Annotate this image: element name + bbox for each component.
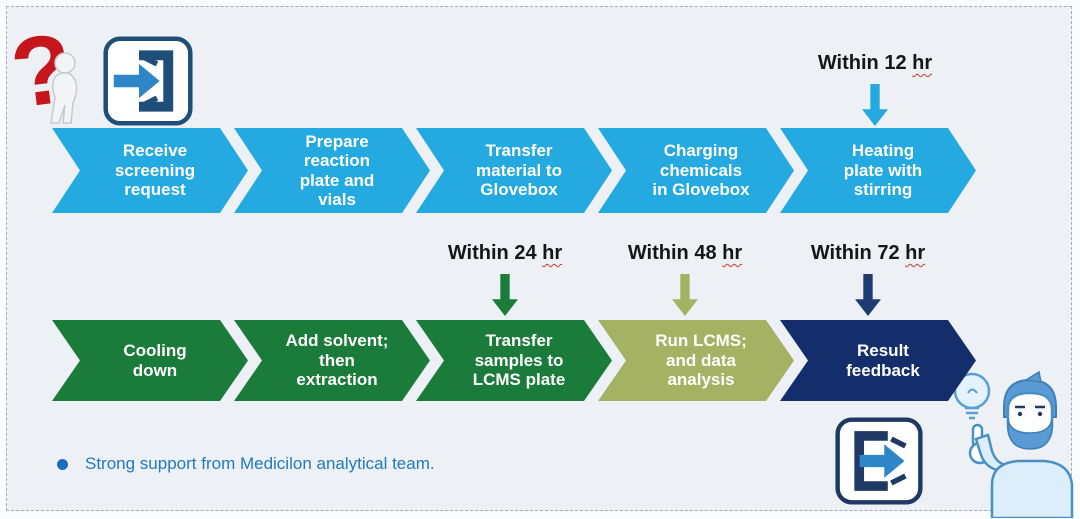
timer-text: Within 12 bbox=[817, 52, 907, 74]
step-label: Transfer samples to LCMS plate bbox=[472, 331, 566, 390]
step-prepare-reaction-plate: Prepare reaction plate and vials bbox=[234, 128, 430, 213]
timer-text: Within 24 bbox=[447, 242, 537, 264]
timer-unit: hr bbox=[905, 242, 926, 264]
step-label: Receive screening request bbox=[114, 141, 196, 200]
step-cooling-down: Cooling down bbox=[52, 320, 248, 401]
step-transfer-samples-lcms: Transfer samples to LCMS plate bbox=[416, 320, 612, 401]
footnote-text: Strong support from Medicilon analytical… bbox=[85, 454, 435, 473]
diagram-dashed-frame: ? Receive screening request Prepare reac… bbox=[6, 6, 1074, 518]
idea-man-illustration bbox=[940, 367, 1080, 518]
bullet-icon bbox=[57, 458, 68, 470]
timer-within-12hr: Within 12 hr bbox=[818, 52, 932, 126]
step-label: Cooling down bbox=[123, 341, 187, 380]
step-label: Run LCMS; and data analysis bbox=[655, 331, 747, 390]
step-receive-screening-request: Receive screening request bbox=[52, 128, 248, 213]
step-label: Add solvent; then extraction bbox=[285, 331, 389, 390]
step-label: Heating plate with stirring bbox=[843, 141, 923, 200]
timer-text: Within 72 bbox=[810, 242, 900, 264]
timer-label: Within 12 hr bbox=[818, 52, 932, 75]
timer-within-72hr: Within 72 hr bbox=[811, 242, 925, 316]
down-arrow-icon bbox=[672, 274, 698, 316]
step-label: Transfer material to Glovebox bbox=[476, 141, 562, 200]
question-figure-icon: ? bbox=[12, 23, 94, 131]
timer-label: Within 24 hr bbox=[448, 242, 562, 265]
timer-unit: hr bbox=[542, 242, 563, 264]
step-label: Result feedback bbox=[846, 341, 920, 380]
step-label: Prepare reaction plate and vials bbox=[299, 131, 375, 209]
timer-within-48hr: Within 48 hr bbox=[628, 242, 742, 316]
exit-door-svg bbox=[835, 417, 923, 505]
down-arrow-icon bbox=[855, 274, 881, 316]
down-arrow-icon bbox=[862, 84, 888, 126]
step-result-feedback: Result feedback bbox=[780, 320, 976, 401]
step-add-solvent-extraction: Add solvent; then extraction bbox=[234, 320, 430, 401]
exit-door-icon bbox=[835, 416, 923, 506]
down-arrow-icon bbox=[492, 274, 518, 316]
step-heating-plate-stirring: Heating plate with stirring bbox=[780, 128, 976, 213]
question-figure-svg: ? bbox=[12, 23, 78, 128]
step-run-lcms-analysis: Run LCMS; and data analysis bbox=[598, 320, 794, 401]
step-label: Charging chemicals in Glovebox bbox=[652, 141, 750, 200]
enter-door-svg bbox=[103, 36, 193, 126]
lightbulb-icon bbox=[953, 372, 991, 420]
idea-man-svg bbox=[953, 370, 1074, 518]
step-transfer-material-glovebox: Transfer material to Glovebox bbox=[416, 128, 612, 213]
timer-unit: hr bbox=[912, 52, 933, 74]
timer-unit: hr bbox=[722, 242, 743, 264]
footnote: Strong support from Medicilon analytical… bbox=[57, 454, 435, 474]
timer-label: Within 48 hr bbox=[628, 242, 742, 265]
step-charging-chemicals: Charging chemicals in Glovebox bbox=[598, 128, 794, 213]
timer-label: Within 72 hr bbox=[811, 242, 925, 265]
timer-within-24hr: Within 24 hr bbox=[448, 242, 562, 316]
timer-text: Within 48 bbox=[627, 242, 717, 264]
enter-door-icon bbox=[102, 36, 194, 126]
